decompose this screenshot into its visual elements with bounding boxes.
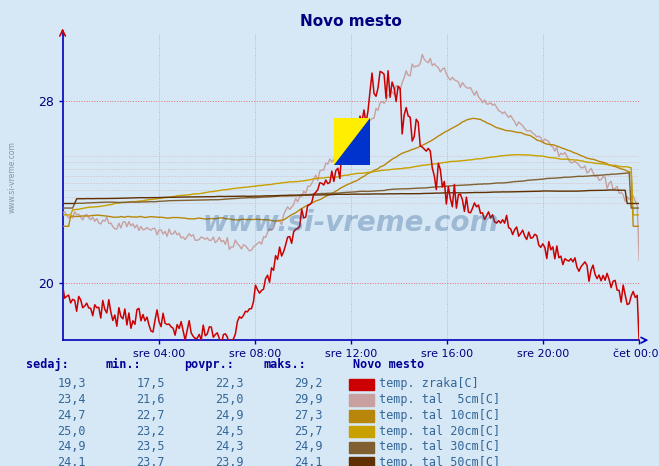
Text: 23,5: 23,5 (136, 440, 165, 453)
Text: 24,1: 24,1 (295, 456, 323, 466)
Text: 22,3: 22,3 (215, 377, 244, 391)
Text: 29,2: 29,2 (295, 377, 323, 391)
Text: 23,9: 23,9 (215, 456, 244, 466)
Bar (349, 442, 374, 453)
Text: 27,3: 27,3 (295, 409, 323, 422)
Text: temp. zraka[C]: temp. zraka[C] (379, 377, 478, 391)
Bar (349, 394, 374, 406)
Text: 25,0: 25,0 (215, 393, 244, 406)
Text: 24,3: 24,3 (215, 440, 244, 453)
Text: povpr.:: povpr.: (185, 358, 235, 370)
Polygon shape (334, 118, 370, 165)
Text: Novo mesto: Novo mesto (353, 358, 424, 370)
Text: 25,7: 25,7 (295, 425, 323, 438)
Text: temp. tal 50cm[C]: temp. tal 50cm[C] (379, 456, 500, 466)
Text: sedaj:: sedaj: (26, 358, 69, 370)
Text: 24,7: 24,7 (57, 409, 86, 422)
Text: 24,5: 24,5 (215, 425, 244, 438)
Bar (349, 410, 374, 422)
Text: 19,3: 19,3 (57, 377, 86, 391)
Text: 24,9: 24,9 (215, 409, 244, 422)
Polygon shape (334, 118, 370, 165)
Text: maks.:: maks.: (264, 358, 306, 370)
Text: 17,5: 17,5 (136, 377, 165, 391)
Polygon shape (334, 118, 370, 165)
Text: temp. tal 10cm[C]: temp. tal 10cm[C] (379, 409, 500, 422)
Text: 24,9: 24,9 (295, 440, 323, 453)
Text: 23,4: 23,4 (57, 393, 86, 406)
Text: www.si-vreme.com: www.si-vreme.com (203, 209, 499, 237)
Text: temp. tal 30cm[C]: temp. tal 30cm[C] (379, 440, 500, 453)
Text: min.:: min.: (105, 358, 141, 370)
Text: 24,1: 24,1 (57, 456, 86, 466)
Bar (349, 378, 374, 391)
Text: 22,7: 22,7 (136, 409, 165, 422)
Text: 24,9: 24,9 (57, 440, 86, 453)
Text: 25,0: 25,0 (57, 425, 86, 438)
Text: www.si-vreme.com: www.si-vreme.com (8, 141, 17, 213)
Text: 29,9: 29,9 (295, 393, 323, 406)
Text: temp. tal  5cm[C]: temp. tal 5cm[C] (379, 393, 500, 406)
Text: 23,7: 23,7 (136, 456, 165, 466)
Text: 23,2: 23,2 (136, 425, 165, 438)
Bar (349, 426, 374, 438)
Text: 21,6: 21,6 (136, 393, 165, 406)
Title: Novo mesto: Novo mesto (300, 14, 402, 29)
Bar (349, 457, 374, 466)
Text: temp. tal 20cm[C]: temp. tal 20cm[C] (379, 425, 500, 438)
